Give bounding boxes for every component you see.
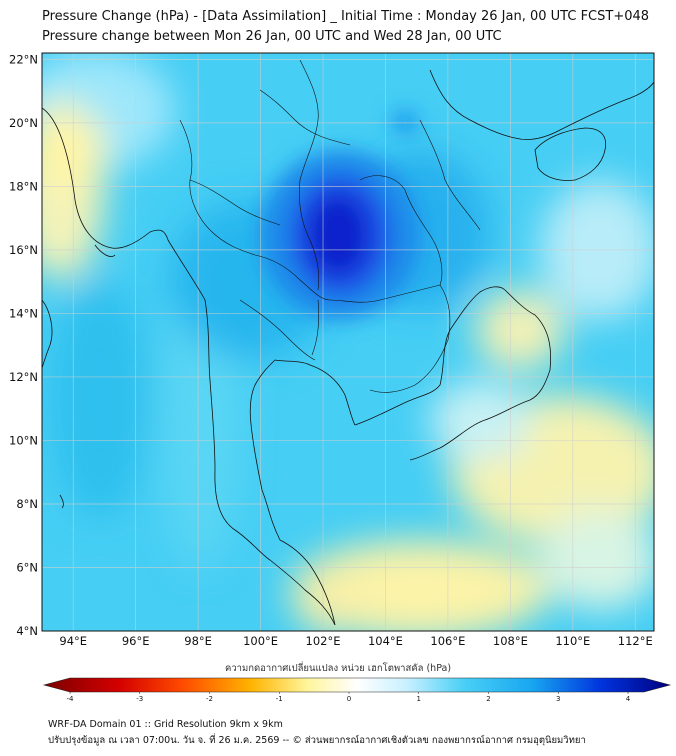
lon-label: 104°E [368,634,403,648]
colorbar-label: 2 [486,695,490,703]
lat-label: 12°N [9,370,38,384]
lat-label: 16°N [9,243,38,257]
title-line-1: Pressure Change (hPa) - [Data Assimilati… [42,9,650,24]
colorbar-label: -1 [276,695,283,703]
coastlines [42,69,654,626]
colorbar-label: 4 [626,695,631,703]
lon-label: 108°E [493,634,528,648]
lat-label: 10°N [9,433,38,447]
pressure-field [42,53,654,631]
colorbar-label: 3 [556,695,560,703]
lon-label: 100°E [243,634,278,648]
lon-label: 94°E [59,634,87,648]
lat-label: 6°N [16,560,38,574]
colorbar-title: ความกดอากาศเปลี่ยนแปลง หน่วย เฮกโตพาสคัล… [224,663,452,674]
lat-label: 18°N [9,179,38,193]
lat-label: 14°N [9,306,38,320]
colorbar-labels: -4 -3 -2 -1 0 1 2 3 4 [67,692,631,703]
map-frame [41,52,655,632]
latitude-labels: 22°N 20°N 18°N 16°N 14°N 12°N 10°N 8°N 6°N 4°N [9,52,38,638]
colorbar-label: -4 [67,695,75,703]
lat-label: 20°N [9,116,38,130]
lat-label: 22°N [9,52,38,66]
lon-label: 110°E [555,634,590,648]
colorbar-bar [42,677,672,693]
lon-label: 102°E [306,634,341,648]
longitude-labels: 94°E 96°E 98°E 100°E 102°E 104°E 106°E 108°E 110… [59,634,652,648]
borders [179,59,481,393]
colorbar-label: -3 [136,695,143,703]
colorbar-label: -2 [206,695,213,703]
lat-label: 4°N [16,624,38,638]
footer-line-1: WRF-DA Domain 01 :: Grid Resolution 9km … [48,719,283,730]
footer-line-2: ปรับปรุงข้อมูล ณ เวลา 07:00น. วัน จ. ที่… [48,735,586,746]
lat-label: 8°N [16,497,38,511]
graticule [42,53,654,632]
colorbar-label: 1 [417,695,421,703]
lon-label: 112°E [618,634,653,648]
lon-label: 96°E [122,634,150,648]
colorbar-label: 0 [347,695,351,703]
title-line-2: Pressure change between Mon 26 Jan, 00 U… [42,29,502,44]
colorbar: -4 -3 -2 -1 0 1 2 3 4 [42,677,672,703]
lon-label: 106°E [430,634,465,648]
lon-label: 98°E [184,634,212,648]
